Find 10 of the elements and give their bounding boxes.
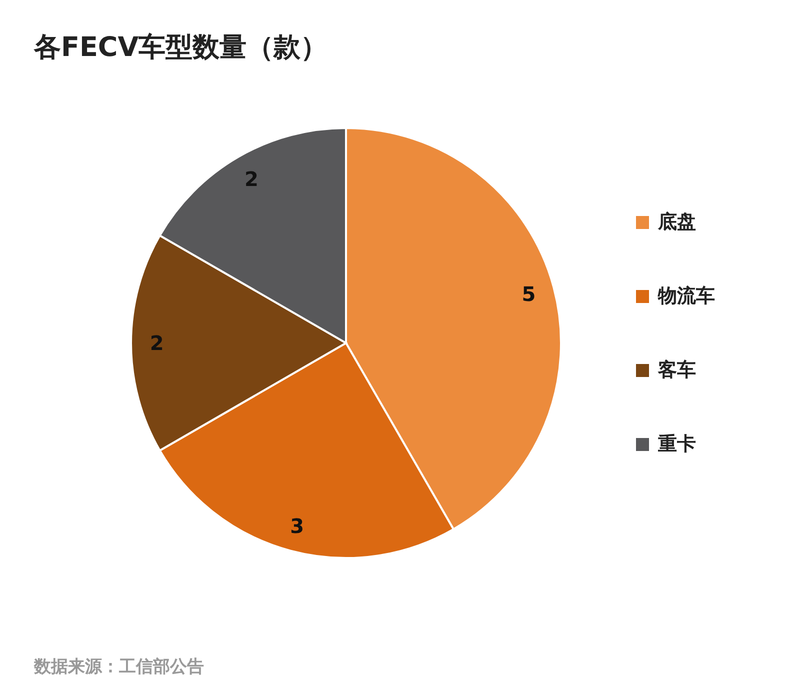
source-note: 数据来源：工信部公告 xyxy=(33,657,204,677)
legend-label: 重卡 xyxy=(657,433,696,455)
legend-label: 客车 xyxy=(657,359,696,381)
legend-label: 底盘 xyxy=(657,211,696,233)
data-label: 5 xyxy=(522,282,536,306)
legend-label: 物流车 xyxy=(657,285,715,307)
chart-title: 各FECV车型数量（款） xyxy=(33,32,328,63)
data-label: 3 xyxy=(290,514,304,538)
data-label: 2 xyxy=(244,167,258,192)
data-label: 2 xyxy=(150,331,164,355)
